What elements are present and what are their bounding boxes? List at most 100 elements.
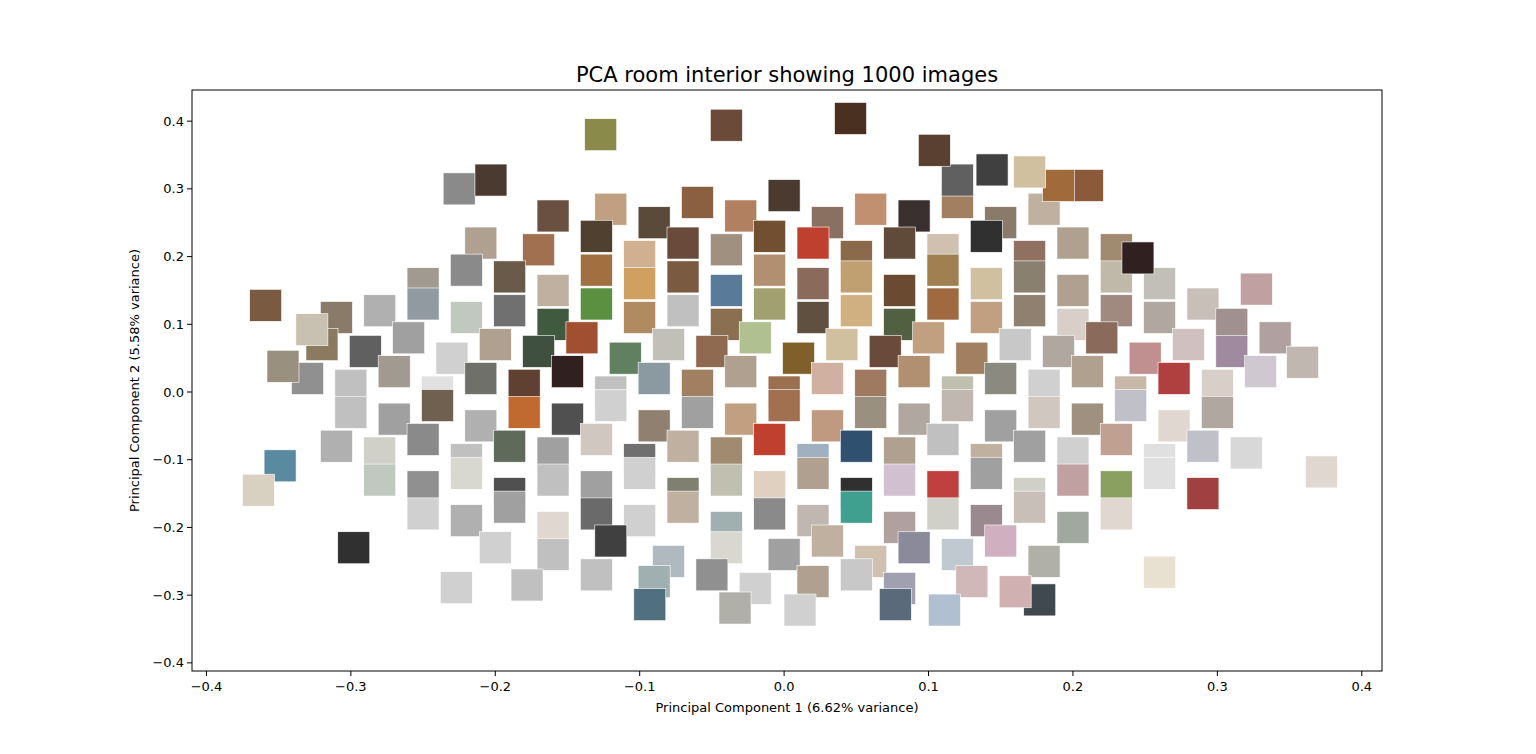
image-point	[479, 532, 511, 564]
image-point	[811, 525, 843, 557]
image-point	[436, 342, 468, 374]
image-point	[840, 261, 872, 293]
image-point	[840, 430, 872, 462]
image-point	[523, 234, 555, 266]
image-point	[465, 410, 497, 442]
image-point	[797, 457, 829, 489]
image-point	[754, 220, 786, 252]
x-tick-label: −0.1	[624, 679, 656, 694]
image-point	[335, 396, 367, 428]
image-point	[443, 173, 475, 205]
image-point	[551, 356, 583, 388]
image-point	[970, 302, 1002, 334]
image-point	[1043, 335, 1075, 367]
y-tick	[187, 324, 192, 325]
image-point	[928, 594, 960, 626]
image-point	[667, 295, 699, 327]
image-point	[349, 335, 381, 367]
image-point	[378, 356, 410, 388]
image-point	[797, 302, 829, 334]
image-point	[407, 498, 439, 530]
image-point	[1230, 437, 1262, 469]
x-tick	[639, 671, 640, 676]
image-point	[840, 559, 872, 591]
image-point	[1129, 342, 1161, 374]
image-point	[1071, 403, 1103, 435]
image-point	[1144, 556, 1176, 588]
x-tick-label: 0.3	[1207, 679, 1228, 694]
image-point	[364, 464, 396, 496]
image-point	[696, 559, 728, 591]
image-point	[754, 254, 786, 286]
image-point	[768, 390, 800, 422]
y-tick-label: −0.2	[152, 520, 184, 535]
image-point	[835, 102, 867, 134]
image-point	[927, 423, 959, 455]
image-point	[768, 180, 800, 212]
image-point	[624, 268, 656, 300]
image-point	[508, 396, 540, 428]
image-point	[407, 288, 439, 320]
y-axis-label: Principal Component 2 (5.58% variance)	[127, 249, 142, 512]
image-point	[1187, 430, 1219, 462]
y-tick	[187, 188, 192, 189]
y-tick-label: 0.4	[163, 114, 184, 129]
y-tick	[187, 595, 192, 596]
image-point	[537, 539, 569, 571]
image-point	[884, 227, 916, 259]
image-point	[725, 356, 757, 388]
x-tick	[1072, 671, 1073, 676]
x-axis-label: Principal Component 1 (6.62% variance)	[655, 700, 918, 715]
image-point	[1043, 169, 1075, 201]
y-tick-label: 0.0	[163, 385, 184, 400]
image-point	[696, 335, 728, 367]
image-point	[1158, 362, 1190, 394]
image-point	[1201, 396, 1233, 428]
image-point	[768, 539, 800, 571]
image-point	[609, 342, 641, 374]
image-point	[681, 186, 713, 218]
image-point	[624, 302, 656, 334]
x-tick	[495, 671, 496, 676]
image-point	[378, 403, 410, 435]
image-point	[580, 254, 612, 286]
image-point	[667, 261, 699, 293]
image-point	[242, 474, 274, 506]
image-point	[913, 322, 945, 354]
image-point	[956, 566, 988, 598]
image-point	[1014, 430, 1046, 462]
image-point	[1144, 302, 1176, 334]
image-point	[624, 505, 656, 537]
image-point	[624, 457, 656, 489]
image-point	[440, 572, 472, 604]
image-point	[1172, 329, 1204, 361]
image-point	[725, 403, 757, 435]
image-point	[884, 274, 916, 306]
image-point	[267, 350, 299, 382]
image-point	[811, 410, 843, 442]
image-point	[1245, 356, 1277, 388]
image-point	[855, 193, 887, 225]
x-tick-label: 0.1	[918, 679, 939, 694]
image-point	[976, 154, 1008, 186]
image-point	[667, 491, 699, 523]
image-point	[1122, 242, 1154, 274]
image-point	[580, 220, 612, 252]
image-point	[927, 498, 959, 530]
image-point	[1028, 545, 1060, 577]
image-point	[956, 342, 988, 374]
image-point	[783, 342, 815, 374]
image-point	[511, 569, 543, 601]
image-point	[1071, 169, 1103, 201]
image-point	[422, 390, 454, 422]
image-point	[638, 410, 670, 442]
x-tick	[206, 671, 207, 676]
x-tick	[1217, 671, 1218, 676]
y-tick	[187, 527, 192, 528]
image-point	[1057, 227, 1089, 259]
image-point	[970, 457, 1002, 489]
y-tick-label: 0.2	[163, 249, 184, 264]
image-point	[985, 410, 1017, 442]
image-point	[884, 464, 916, 496]
image-point	[1187, 478, 1219, 510]
